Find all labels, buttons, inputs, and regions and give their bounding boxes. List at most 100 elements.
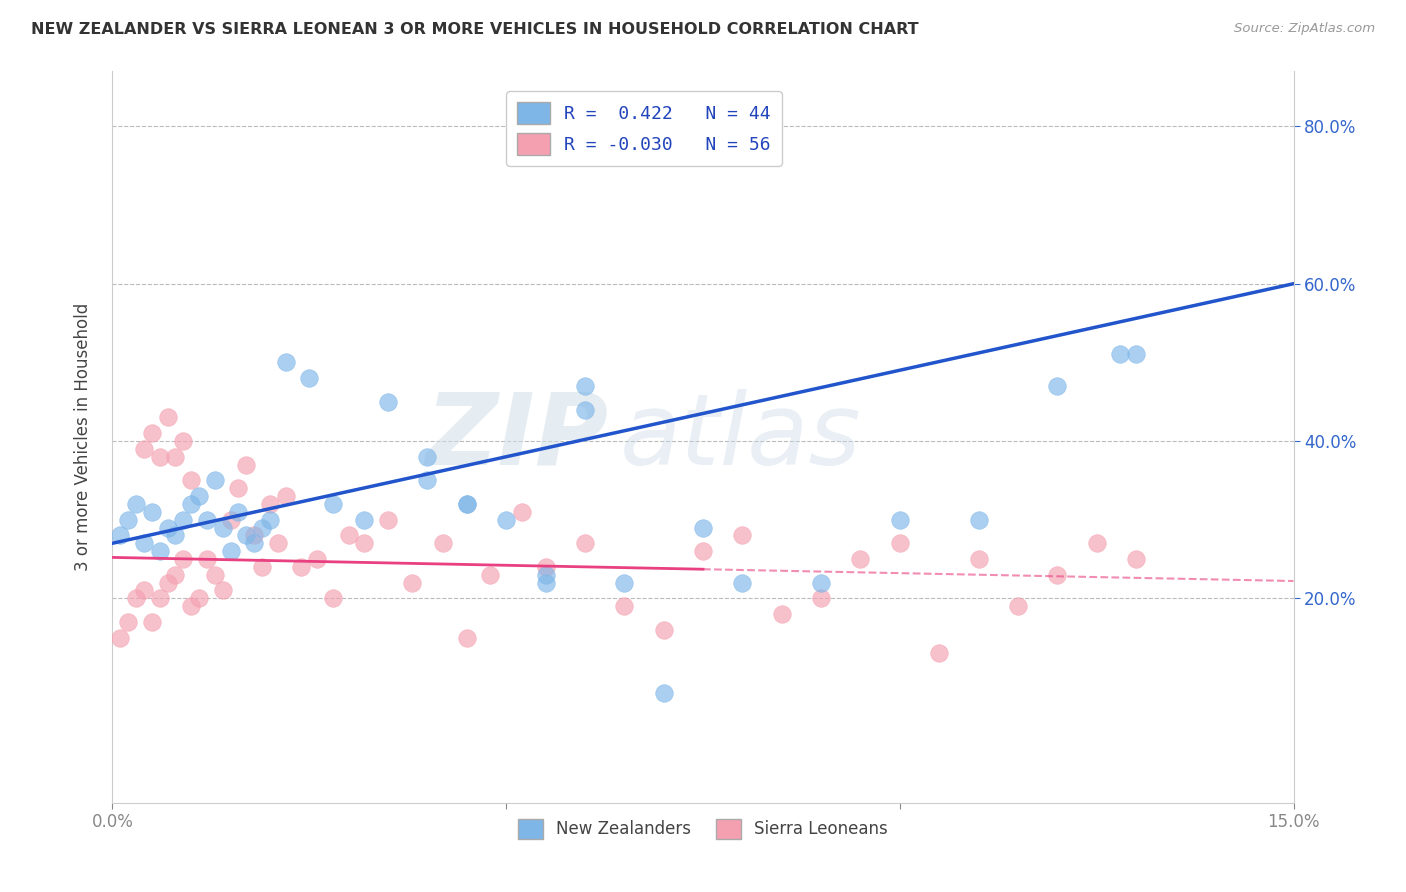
Point [228, 505, 250, 519]
Point [149, 544, 172, 558]
Point [456, 631, 478, 645]
Point [456, 497, 478, 511]
Point [353, 536, 375, 550]
Point [180, 473, 202, 487]
Text: Source: ZipAtlas.com: Source: ZipAtlas.com [1234, 22, 1375, 36]
Point [692, 520, 714, 534]
Point [534, 559, 557, 574]
Legend: New Zealanders, Sierra Leoneans: New Zealanders, Sierra Leoneans [512, 812, 894, 846]
Point [889, 513, 911, 527]
Point [250, 559, 273, 574]
Point [1007, 599, 1029, 614]
Point [731, 575, 754, 590]
Point [110, 631, 132, 645]
Point [259, 497, 281, 511]
Point [652, 623, 675, 637]
Point [267, 536, 290, 550]
Point [290, 559, 312, 574]
Point [149, 450, 172, 464]
Point [156, 520, 179, 534]
Point [322, 497, 344, 511]
Point [243, 528, 266, 542]
Point [172, 513, 194, 527]
Text: atlas: atlas [620, 389, 862, 485]
Point [574, 379, 596, 393]
Point [298, 371, 321, 385]
Point [353, 513, 375, 527]
Point [132, 536, 155, 550]
Point [401, 575, 423, 590]
Y-axis label: 3 or more Vehicles in Household: 3 or more Vehicles in Household [73, 303, 91, 571]
Point [204, 473, 226, 487]
Point [141, 426, 163, 441]
Point [731, 528, 754, 542]
Point [204, 567, 226, 582]
Point [188, 489, 211, 503]
Point [652, 686, 675, 700]
Point [377, 513, 399, 527]
Point [1109, 347, 1132, 361]
Point [416, 473, 439, 487]
Point [1046, 567, 1069, 582]
Point [219, 513, 242, 527]
Point [132, 583, 155, 598]
Point [132, 442, 155, 456]
Point [510, 505, 533, 519]
Point [810, 591, 832, 606]
Point [180, 497, 202, 511]
Point [243, 536, 266, 550]
Point [1125, 552, 1147, 566]
Point [250, 520, 273, 534]
Point [416, 450, 439, 464]
Point [377, 394, 399, 409]
Point [337, 528, 360, 542]
Text: NEW ZEALANDER VS SIERRA LEONEAN 3 OR MORE VEHICLES IN HOUSEHOLD CORRELATION CHAR: NEW ZEALANDER VS SIERRA LEONEAN 3 OR MOR… [31, 22, 918, 37]
Point [180, 599, 202, 614]
Point [1125, 347, 1147, 361]
Point [172, 552, 194, 566]
Point [110, 528, 132, 542]
Point [219, 544, 242, 558]
Point [141, 615, 163, 629]
Point [274, 489, 297, 503]
Point [574, 536, 596, 550]
Point [141, 505, 163, 519]
Point [574, 402, 596, 417]
Point [928, 646, 950, 660]
Point [259, 513, 281, 527]
Point [810, 575, 832, 590]
Point [125, 591, 148, 606]
Point [165, 528, 187, 542]
Point [770, 607, 793, 621]
Text: ZIP: ZIP [426, 389, 609, 485]
Point [235, 528, 257, 542]
Point [125, 497, 148, 511]
Point [172, 434, 194, 448]
Point [195, 552, 218, 566]
Point [274, 355, 297, 369]
Point [849, 552, 872, 566]
Point [165, 567, 187, 582]
Point [534, 575, 557, 590]
Point [322, 591, 344, 606]
Point [156, 575, 179, 590]
Point [967, 552, 990, 566]
Point [889, 536, 911, 550]
Point [188, 591, 211, 606]
Point [211, 520, 233, 534]
Point [156, 410, 179, 425]
Point [456, 497, 478, 511]
Point [692, 544, 714, 558]
Point [117, 615, 139, 629]
Point [613, 599, 636, 614]
Point [235, 458, 257, 472]
Point [613, 575, 636, 590]
Point [228, 481, 250, 495]
Point [165, 450, 187, 464]
Point [1085, 536, 1108, 550]
Point [432, 536, 454, 550]
Point [534, 567, 557, 582]
Point [967, 513, 990, 527]
Point [495, 513, 517, 527]
Point [307, 552, 329, 566]
